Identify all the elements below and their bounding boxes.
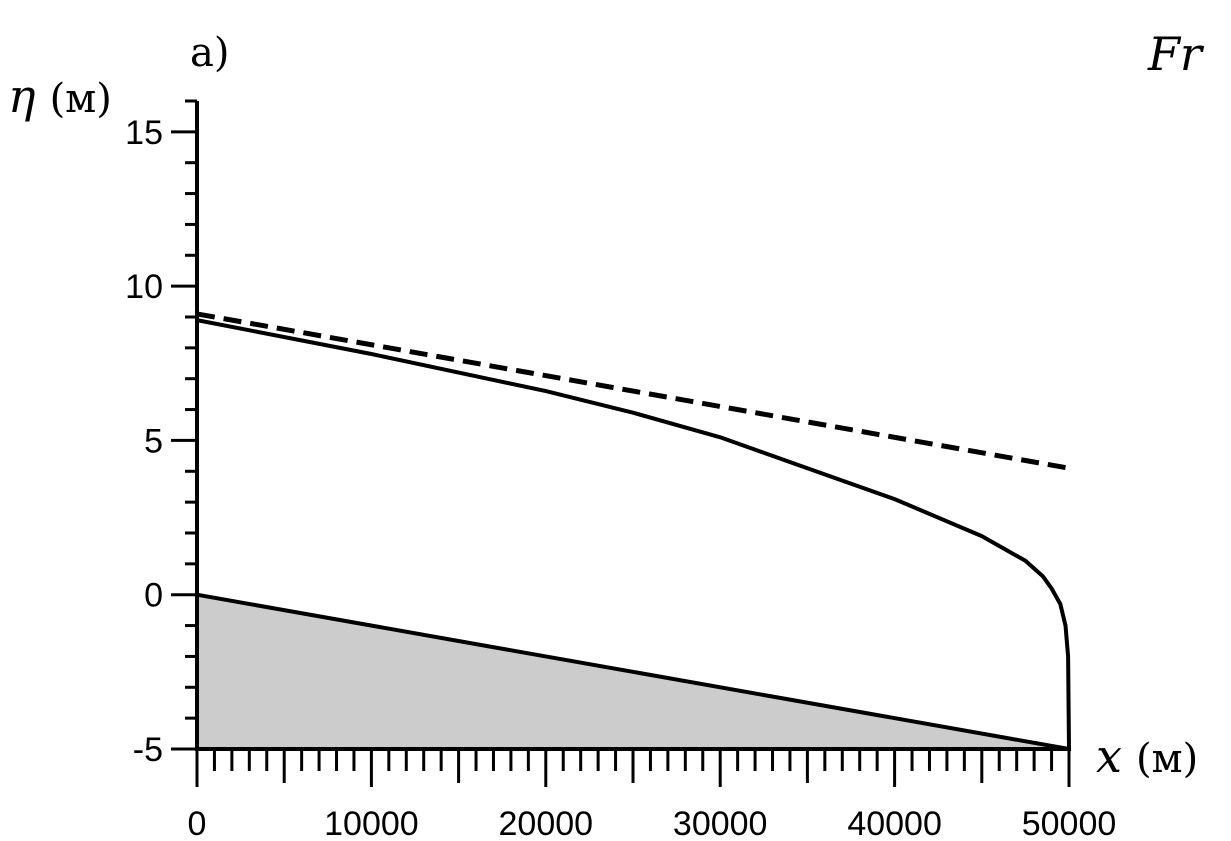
axes-group	[171, 99, 1071, 787]
tick-labels-group: -5 0 5 10 15 0 10000 20000 30000 40000 50000	[125, 114, 1116, 841]
x-tick-label: 20000	[499, 805, 594, 841]
x-tick-label: 10000	[324, 805, 419, 841]
bottom-topography-line	[196, 592, 1070, 751]
corner-label: Fr	[1147, 27, 1205, 81]
series-group	[196, 311, 1071, 750]
y-tick-label: 15	[125, 114, 163, 152]
y-axis-title: η (м)	[8, 69, 112, 123]
x-tick-label: 40000	[847, 805, 942, 841]
x-tick-label: 30000	[673, 805, 768, 841]
y-tick-label: 0	[144, 577, 163, 615]
x-tick-label: 50000	[1022, 805, 1117, 841]
series-line-solid	[196, 318, 1071, 750]
x-axis-title: x (м)	[1096, 729, 1198, 783]
y-tick-label: 10	[125, 268, 163, 306]
y-tick-label: -5	[133, 731, 163, 769]
y-axis-symbol: η	[8, 69, 36, 123]
x-tick-label: 0	[188, 805, 207, 841]
panel-label: a)	[190, 30, 229, 76]
x-axis-unit: (м)	[1136, 736, 1198, 782]
y-axis-unit: (м)	[50, 76, 112, 122]
series-line-dashed	[196, 311, 1070, 471]
y-tick-label: 5	[144, 422, 163, 460]
x-axis-symbol: x	[1096, 729, 1122, 783]
